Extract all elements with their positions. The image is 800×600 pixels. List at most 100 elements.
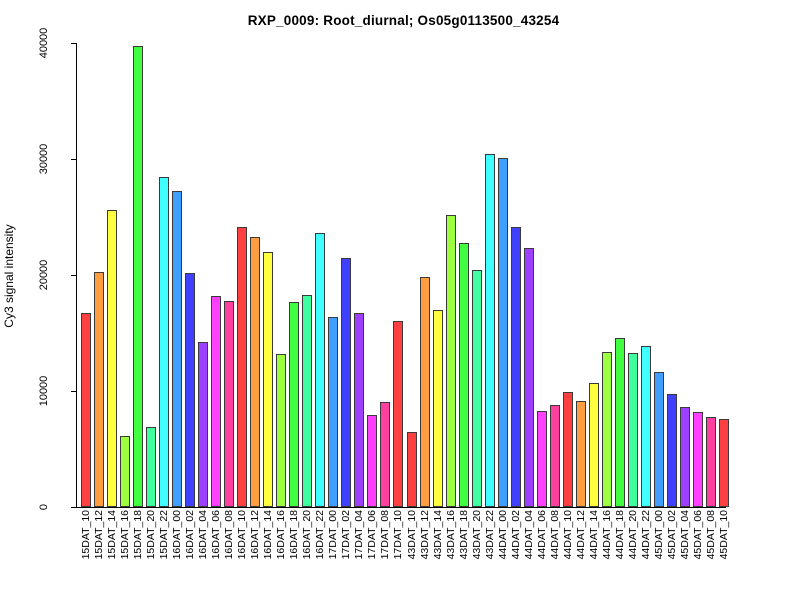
y-tick-label: 10000: [38, 375, 50, 407]
bar-16DAT_16: [276, 354, 287, 507]
x-tick-label: 45DAT_04: [678, 510, 691, 560]
x-tick-label: 15DAT_10: [80, 510, 92, 560]
y-axis-line: [76, 43, 77, 508]
x-tick-label: 43DAT_18: [457, 510, 470, 560]
bar-17DAT_02: [341, 258, 352, 507]
bar-45DAT_04: [679, 407, 690, 507]
bar-15DAT_20: [146, 427, 157, 507]
bar-16DAT_06: [211, 296, 222, 507]
x-tick-label: 17DAT_00: [327, 510, 340, 560]
bar-16DAT_22: [315, 233, 326, 507]
bar-44DAT_08: [549, 405, 560, 507]
x-tick-label: 15DAT_16: [119, 510, 132, 560]
y-tick-mark: [71, 274, 76, 276]
bar-17DAT_08: [380, 402, 391, 507]
y-tick-label: 20000: [38, 259, 50, 291]
bar-43DAT_18: [458, 243, 469, 507]
bar-43DAT_22: [484, 154, 495, 507]
x-tick-label: 16DAT_02: [184, 510, 197, 560]
bar-15DAT_14: [107, 210, 118, 507]
x-tick-label: 16DAT_22: [314, 510, 327, 560]
x-tick-label: 16DAT_00: [171, 510, 184, 560]
x-tick-label: 17DAT_10: [392, 510, 405, 560]
x-tick-label: 43DAT_22: [483, 510, 496, 560]
x-tick-label: 44DAT_20: [626, 510, 639, 560]
bar-45DAT_08: [705, 417, 716, 507]
x-tick-label: 16DAT_20: [301, 510, 314, 560]
x-tick-label: 15DAT_22: [158, 510, 171, 560]
bar-44DAT_22: [640, 346, 651, 507]
y-tick-label: 0: [38, 503, 50, 511]
x-tick-label: 44DAT_16: [600, 510, 613, 560]
x-tick-label: 15DAT_20: [145, 510, 158, 560]
bar-44DAT_12: [575, 401, 586, 507]
bar-16DAT_14: [263, 252, 274, 507]
x-tick-label: 17DAT_02: [340, 510, 353, 560]
bar-45DAT_06: [692, 412, 703, 507]
x-tick-label: 44DAT_14: [587, 510, 600, 560]
x-tick-label: 45DAT_10: [717, 510, 730, 560]
x-tick-label: 16DAT_06: [210, 510, 223, 560]
x-tick-label: 17DAT_04: [353, 510, 366, 560]
bar-44DAT_06: [536, 411, 547, 507]
bar-43DAT_20: [471, 270, 482, 507]
y-tick-mark: [71, 158, 76, 160]
y-tick-mark: [71, 42, 76, 44]
y-tick-mark: [71, 506, 76, 508]
x-tick-label: 45DAT_02: [665, 510, 678, 560]
bar-44DAT_16: [601, 352, 612, 507]
bar-17DAT_00: [328, 317, 339, 507]
bar-17DAT_04: [354, 313, 365, 507]
bar-15DAT_18: [133, 46, 144, 507]
x-tick-label: 43DAT_14: [431, 510, 444, 560]
x-tick-label: 45DAT_00: [652, 510, 665, 560]
x-tick-label: 16DAT_08: [223, 510, 236, 560]
bar-43DAT_12: [419, 277, 430, 507]
bar-16DAT_20: [302, 295, 313, 507]
x-tick-label: 44DAT_18: [613, 510, 626, 560]
x-tick-label: 16DAT_16: [275, 510, 288, 560]
x-tick-label: 44DAT_00: [496, 510, 509, 560]
bar-15DAT_12: [94, 272, 105, 507]
bar-45DAT_00: [653, 372, 664, 507]
bar-16DAT_04: [198, 342, 209, 507]
bar-44DAT_10: [562, 392, 573, 507]
x-tick-label: 17DAT_06: [366, 510, 379, 560]
bar-16DAT_00: [172, 191, 183, 507]
x-tick-label: 44DAT_06: [535, 510, 548, 560]
x-tick-label: 43DAT_16: [444, 510, 457, 560]
x-tick-label: 43DAT_10: [405, 510, 418, 560]
x-tick-label: 43DAT_20: [470, 510, 483, 560]
x-tick-label: 15DAT_12: [93, 510, 106, 560]
x-tick-label: 16DAT_10: [236, 510, 249, 560]
y-tick-label: 40000: [38, 27, 50, 59]
bar-44DAT_04: [523, 248, 534, 507]
bar-16DAT_08: [224, 301, 235, 507]
bar-16DAT_10: [237, 227, 248, 507]
x-tick-label: 15DAT_14: [106, 510, 119, 560]
x-axis-line: [76, 507, 726, 508]
bar-15DAT_10: [81, 313, 91, 507]
bar-16DAT_18: [289, 302, 300, 507]
bar-17DAT_10: [393, 321, 404, 507]
x-tick-label: 16DAT_14: [262, 510, 275, 560]
x-tick-label: 44DAT_22: [639, 510, 652, 560]
x-tick-label: 45DAT_06: [691, 510, 704, 560]
bar-15DAT_22: [159, 177, 170, 507]
bar-15DAT_16: [120, 436, 131, 507]
x-tick-label: 15DAT_18: [132, 510, 145, 560]
x-tick-label: 44DAT_12: [574, 510, 587, 560]
x-tick-label: 17DAT_08: [379, 510, 392, 560]
x-tick-label: 16DAT_04: [197, 510, 210, 560]
y-axis-label: Cy3 signal intensity: [2, 224, 16, 328]
y-tick-label: 30000: [38, 143, 50, 175]
bar-17DAT_06: [367, 415, 378, 507]
bar-44DAT_14: [588, 383, 599, 507]
bar-44DAT_00: [497, 158, 508, 507]
bar-44DAT_02: [510, 227, 521, 507]
x-tick-label: 43DAT_12: [418, 510, 431, 560]
x-tick-label: 44DAT_10: [561, 510, 574, 560]
x-tick-label: 16DAT_18: [288, 510, 301, 560]
x-tick-label: 44DAT_04: [522, 510, 535, 560]
